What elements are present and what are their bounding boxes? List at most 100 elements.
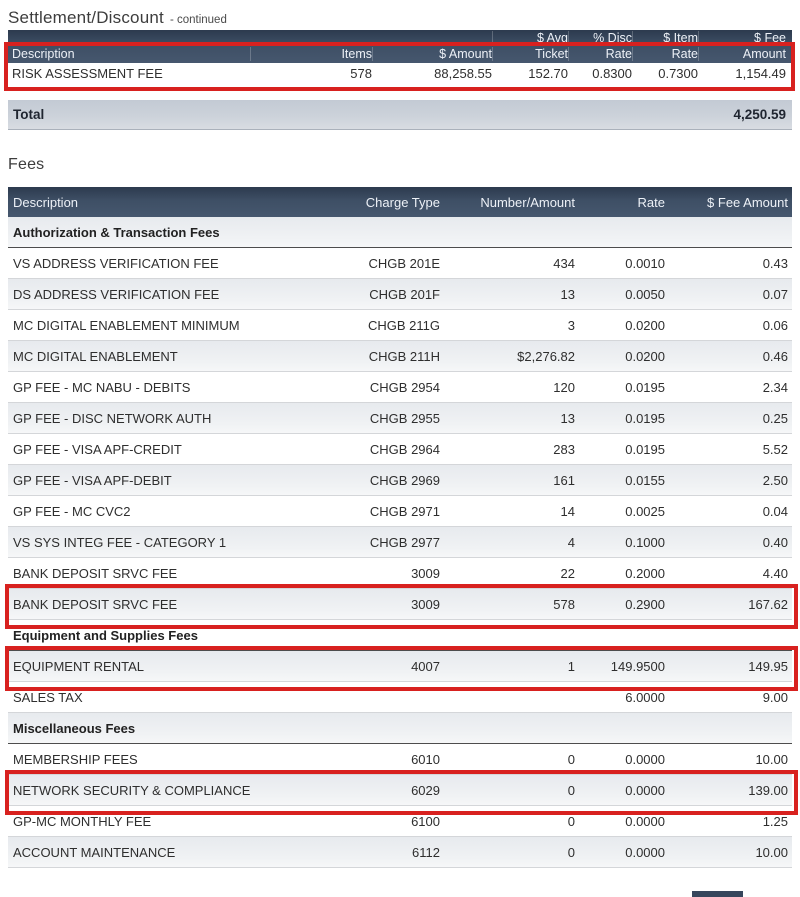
- rate-cell: 0.1000: [625, 534, 665, 550]
- number-amount-cell: 434: [553, 255, 575, 271]
- fee-amount-cell: 1.25: [762, 813, 788, 829]
- fees-table-header: Description Charge Type Number/Amount Ra…: [8, 187, 792, 217]
- number-amount-cell: 14: [560, 503, 575, 519]
- header-items: Items: [250, 47, 372, 61]
- charge-type-cell: CHGB 211H: [368, 348, 440, 364]
- description-cell: GP-MC MONTHLY FEE: [13, 813, 152, 829]
- charge-type-cell: CHGB 2954: [369, 379, 440, 395]
- number-amount-cell: 3: [567, 317, 575, 333]
- fee-amount-cell: 9.00: [762, 689, 788, 705]
- header-avg-ticket: Ticket: [492, 47, 568, 61]
- fees-table-row: DS ADDRESS VERIFICATION FEE CHGB 201F 13 0.…: [8, 279, 792, 310]
- number-amount-cell: 161: [553, 472, 575, 488]
- fee-amount-cell: 139.00: [748, 782, 788, 798]
- fee-amount-cell: 0.40: [762, 534, 788, 550]
- fees-table-row: VS ADDRESS VERIFICATION FEE CHGB 201E 434 0…: [8, 248, 792, 279]
- header-item-rate-top: $ Item: [632, 30, 698, 45]
- header-disc-rate: Rate: [568, 47, 632, 61]
- description-cell: MC DIGITAL ENABLEMENT: [13, 348, 178, 364]
- charge-type-cell: CHGB 211G: [367, 317, 440, 333]
- charge-type-cell: CHGB 2977: [369, 534, 440, 550]
- settlement-table: $ Avg % Disc $ Item $ Fee Description It…: [4, 30, 795, 130]
- description-cell: NETWORK SECURITY & COMPLIANCE: [13, 782, 251, 798]
- header-fee-top: $ Fee: [698, 30, 792, 45]
- number-amount-cell: 0: [567, 751, 575, 767]
- settlement-table-header: $ Avg % Disc $ Item $ Fee Description It…: [8, 30, 792, 63]
- number-amount-cell: 578: [553, 596, 575, 612]
- number-amount-cell: $2,276.82: [517, 348, 575, 364]
- disc-rate-cell: 0.8300: [592, 66, 632, 81]
- number-amount-cell: 0: [567, 813, 575, 829]
- fee-amount-cell: 10.00: [755, 751, 788, 767]
- scanned-statement-page: Settlement/Discount - continued $ Avg % …: [0, 8, 800, 897]
- settlement-section-title: Settlement/Discount - continued: [8, 8, 800, 30]
- description-cell: GP FEE - VISA APF-CREDIT: [13, 441, 182, 457]
- header-item-rate: Rate: [632, 47, 698, 61]
- fee-amount-cell: 0.06: [762, 317, 788, 333]
- number-amount-cell: 13: [560, 286, 575, 302]
- fees-table-row: EQUIPMENT RENTAL 4007 1 149.9500 149.95: [5, 646, 798, 691]
- header-charge-type: Charge Type: [365, 194, 440, 210]
- fee-amount-cell: 0.07: [762, 286, 788, 302]
- header-number-amount: Number/Amount: [480, 194, 575, 210]
- number-amount-cell: 1: [567, 658, 575, 674]
- description-cell: BANK DEPOSIT SRVC FEE: [13, 596, 178, 612]
- description-cell: SALES TAX: [13, 689, 83, 705]
- charge-type-cell: CHGB 2955: [369, 410, 440, 426]
- settlement-title: Settlement/Discount: [8, 8, 164, 27]
- rate-cell: 0.0195: [625, 410, 665, 426]
- header-amount: $ Amount: [372, 47, 492, 61]
- charge-type-cell: CHGB 2969: [369, 472, 440, 488]
- number-amount-cell: 0: [567, 844, 575, 860]
- fee-amount-cell: 0.43: [762, 255, 788, 271]
- fee-amount-cell: 149.95: [748, 658, 788, 674]
- rate-cell: 0.0000: [625, 813, 665, 829]
- fees-section-label: Authorization & Transaction Fees: [13, 224, 220, 240]
- rate-cell: 0.0050: [625, 286, 665, 302]
- header-description: Description: [13, 194, 79, 210]
- charge-type-cell: CHGB 2964: [369, 441, 440, 457]
- header-avg-ticket-top: $ Avg: [492, 30, 568, 45]
- charge-type-cell: CHGB 201E: [368, 255, 440, 271]
- fees-table-row: GP FEE - VISA APF-CREDIT CHGB 2964 283 0.01…: [8, 434, 792, 465]
- header-rate: Rate: [637, 194, 665, 210]
- header-fee-amount: $ Fee Amount: [707, 194, 788, 210]
- fee-amount-cell: 5.52: [762, 441, 788, 457]
- description-cell: MEMBERSHIP FEES: [13, 751, 138, 767]
- cut-off-next-header-block: [692, 891, 743, 897]
- description-cell: VS ADDRESS VERIFICATION FEE: [13, 255, 219, 271]
- charge-type-cell: CHGB 201F: [369, 286, 440, 302]
- fee-amount-cell: 167.62: [748, 596, 788, 612]
- rate-cell: 0.0000: [625, 844, 665, 860]
- rate-cell: 0.0200: [625, 317, 665, 333]
- number-amount-cell: 0: [567, 782, 575, 798]
- settlement-table-row: RISK ASSESSMENT FEE 578 88,258.55 152.70…: [8, 63, 792, 94]
- avg-ticket-cell: 152.70: [528, 66, 568, 81]
- fees-table-row: BANK DEPOSIT SRVC FEE 3009 22 0.2000 4.40: [8, 558, 792, 589]
- description-cell: GP FEE - MC NABU - DEBITS: [13, 379, 191, 395]
- header-fee-amount: Amount: [698, 47, 792, 61]
- rate-cell: 0.0000: [625, 751, 665, 767]
- fee-amount-cell: 4.40: [762, 565, 788, 581]
- fee-amount-cell: 1,154.49: [735, 66, 786, 81]
- fees-section-title: Fees: [8, 156, 45, 173]
- charge-type-cell: CHGB 2971: [369, 503, 440, 519]
- fees-table-row: ACCOUNT MAINTENANCE 6112 0 0.0000 10.00: [8, 837, 792, 868]
- description-cell: GP FEE - VISA APF-DEBIT: [13, 472, 172, 488]
- amount-cell: 88,258.55: [434, 66, 492, 81]
- charge-type-cell: 3009: [411, 565, 440, 581]
- description-cell: ACCOUNT MAINTENANCE: [13, 844, 176, 860]
- fee-amount-cell: 0.04: [762, 503, 788, 519]
- description-cell: GP FEE - MC CVC2: [13, 503, 131, 519]
- rate-cell: 0.2900: [625, 596, 665, 612]
- fees-table: Description Charge Type Number/Amount Ra…: [5, 187, 798, 868]
- total-label: Total: [13, 107, 45, 122]
- rate-cell: 0.2000: [625, 565, 665, 581]
- charge-type-cell: 6010: [411, 751, 440, 767]
- rate-cell: 0.0155: [625, 472, 665, 488]
- fees-table-row: MC DIGITAL ENABLEMENT MINIMUM CHGB 211G 3 0…: [8, 310, 792, 341]
- number-amount-cell: 4: [567, 534, 575, 550]
- fees-section-label: Equipment and Supplies Fees: [13, 627, 198, 643]
- fee-amount-cell: 2.50: [762, 472, 788, 488]
- fees-table-row: GP-MC MONTHLY FEE 6100 0 0.0000 1.25: [8, 806, 792, 837]
